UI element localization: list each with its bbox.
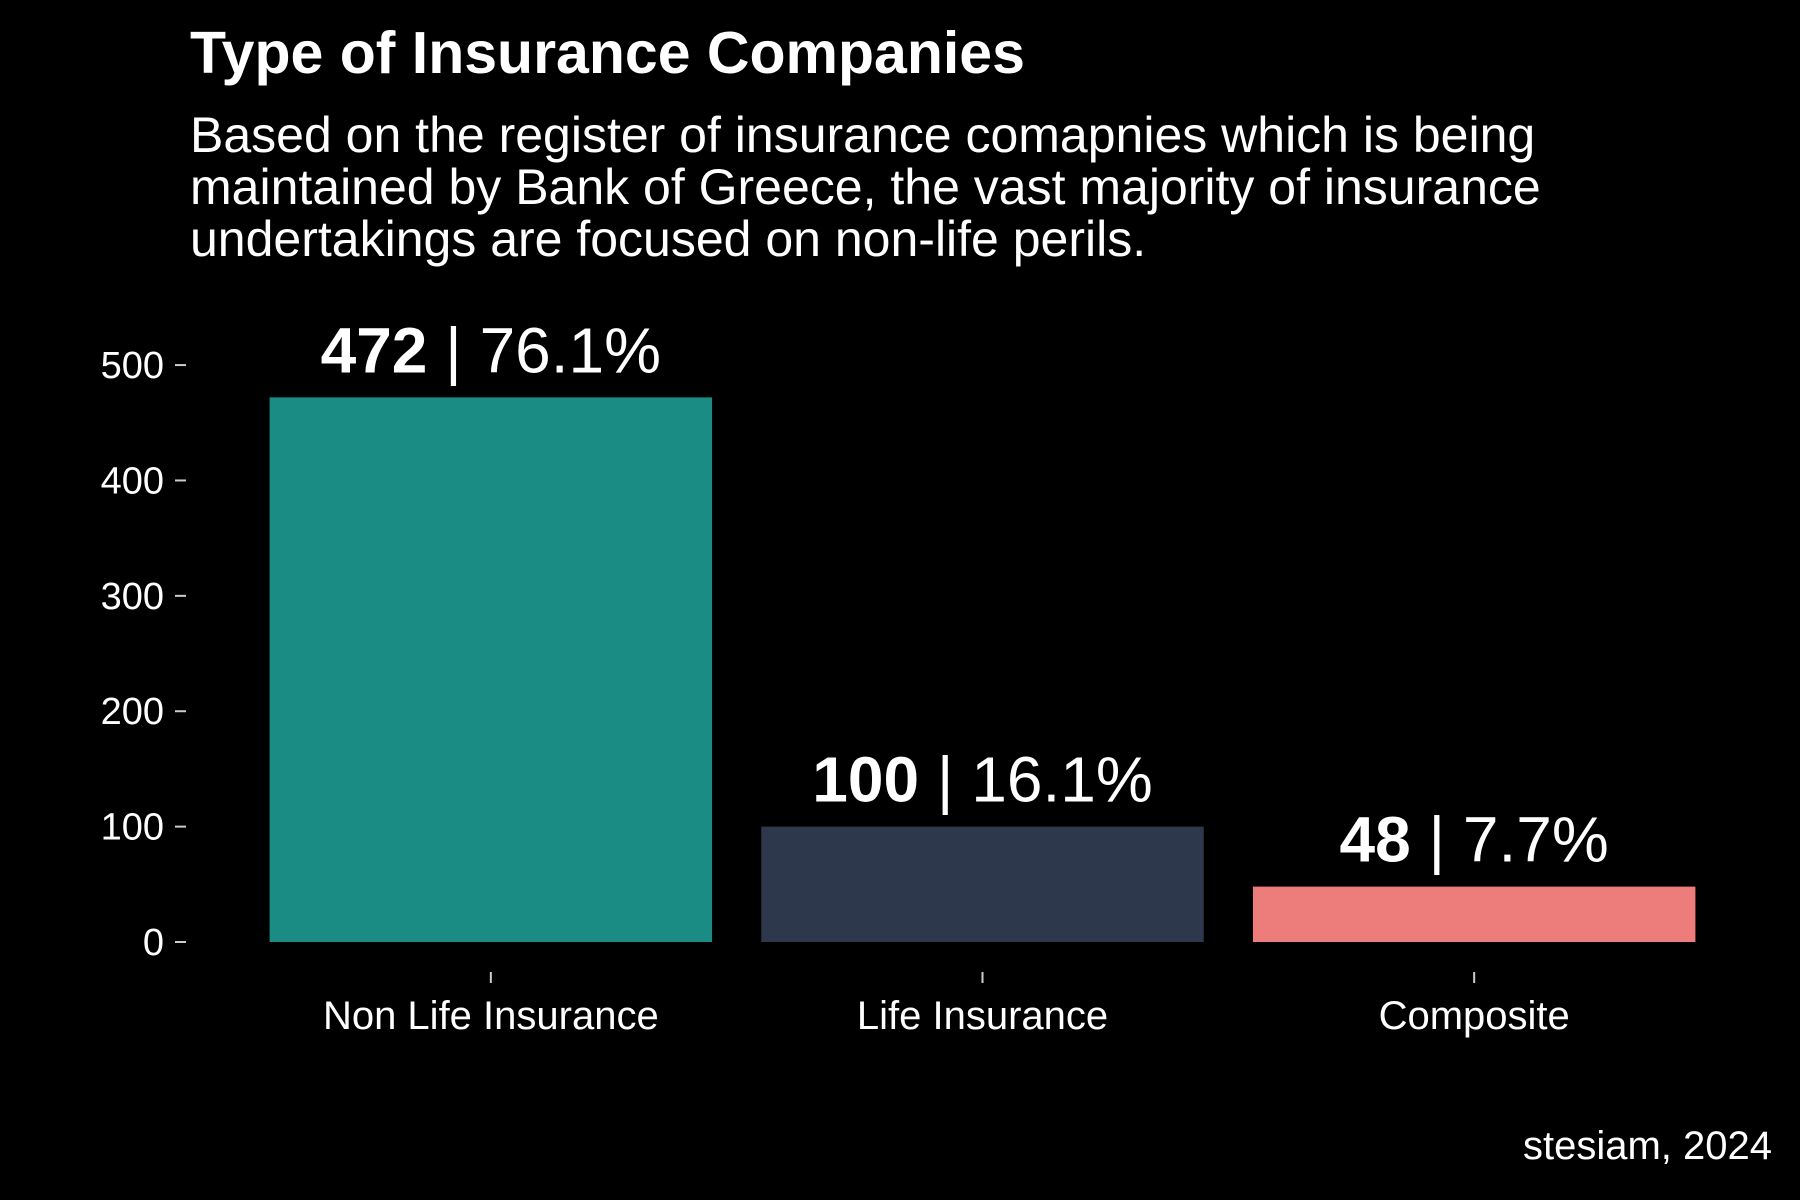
bar <box>1252 886 1696 942</box>
y-tick-label: 400 <box>101 460 164 502</box>
data-label: 100 | 16.1% <box>812 744 1152 816</box>
x-tick-label: Composite <box>1379 994 1570 1038</box>
data-label: 472 | 76.1% <box>321 314 661 386</box>
bar <box>761 826 1204 942</box>
chart-title: Type of Insurance Companies <box>190 20 1025 86</box>
y-tick-label: 200 <box>101 691 164 733</box>
bar <box>269 397 713 942</box>
y-tick-label: 0 <box>143 922 164 964</box>
chart-caption: stesiam, 2024 <box>1522 1124 1772 1168</box>
y-tick-label: 500 <box>101 345 164 387</box>
x-tick-label: Non Life Insurance <box>323 994 659 1038</box>
y-tick-label: 300 <box>101 576 164 618</box>
x-tick-label: Life Insurance <box>857 994 1108 1038</box>
y-tick-label: 100 <box>101 807 164 849</box>
chart-subtitle: Based on the register of insurance comap… <box>190 107 1541 267</box>
data-label: 48 | 7.7% <box>1340 804 1609 876</box>
